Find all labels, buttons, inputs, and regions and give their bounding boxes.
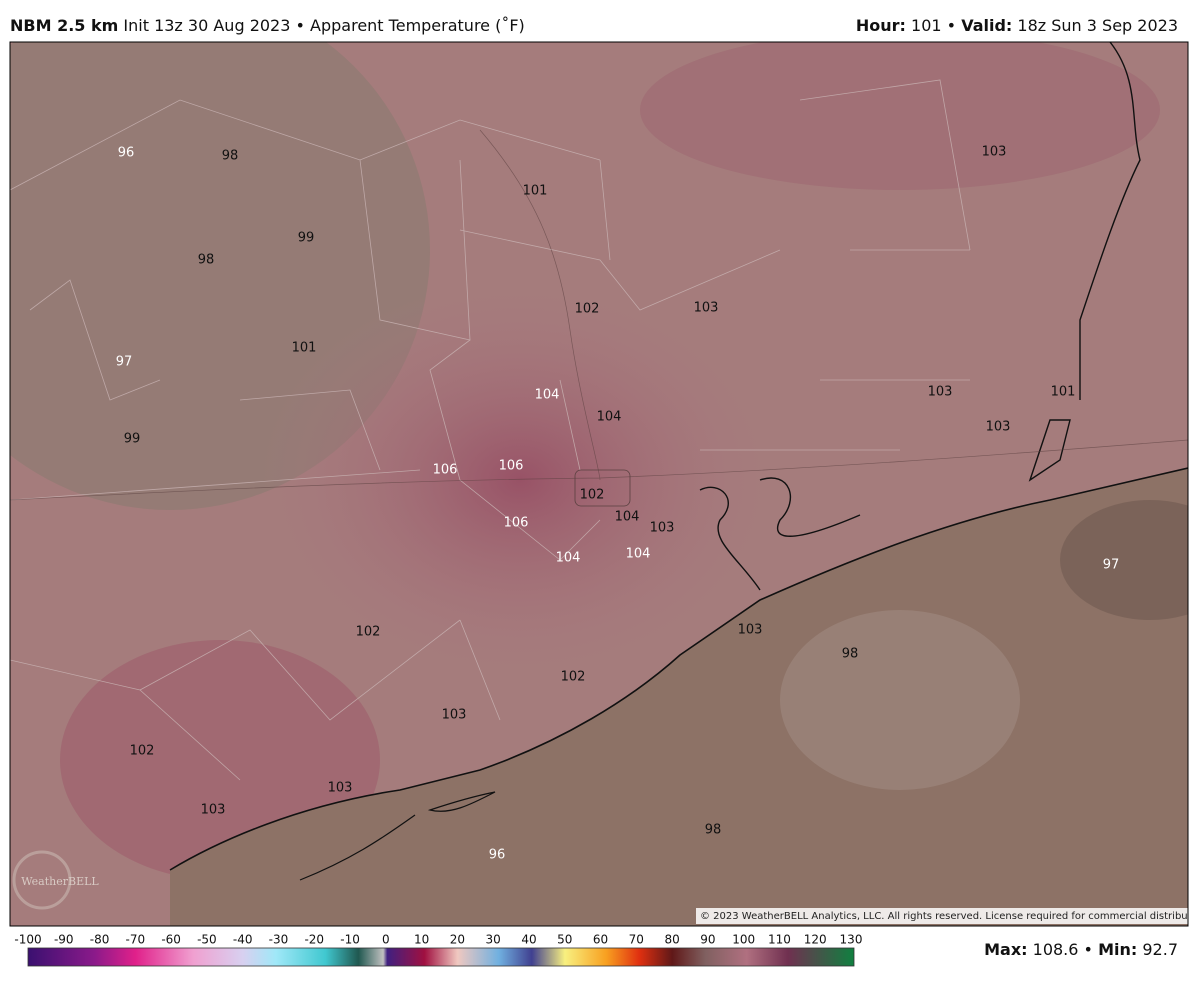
temperature-label: 102 [130,744,155,759]
temperature-label: 98 [705,823,722,838]
temperature-label: 106 [433,463,458,478]
temperature-label: 104 [615,510,640,525]
colorbar-tick-label: 120 [804,933,827,947]
temperature-label: 98 [842,647,859,662]
header-left: NBM 2.5 km Init 13z 30 Aug 2023 • Appare… [10,16,525,35]
temperature-label: 103 [982,145,1007,160]
temperature-label: 103 [694,301,719,316]
valid-label: Valid: [961,16,1012,35]
colorbar-tick-label: 110 [768,933,791,947]
colorbar-tick-label: -50 [197,933,217,947]
hour: 101 [911,16,942,35]
separator: • [296,16,305,35]
colorbar-tick-label: 100 [732,933,755,947]
temperature-label: 96 [118,146,135,161]
max-label: Max: [984,940,1027,959]
colorbar-tick-label: 0 [382,933,390,947]
min-label: Min: [1098,940,1137,959]
temperature-label: 97 [1103,558,1120,573]
colorbar-tick-label: -80 [90,933,110,947]
colorbar-tick-label: -30 [269,933,289,947]
temperature-label: 102 [580,488,605,503]
temperature-label: 104 [535,388,560,403]
colorbar-tick-label: 30 [486,933,501,947]
colorbar-tick-label: 50 [557,933,572,947]
temperature-label: 106 [499,459,524,474]
hour-label: Hour: [856,16,906,35]
separator: • [1084,940,1093,959]
max: 108.6 [1033,940,1079,959]
temperature-label: 99 [124,432,141,447]
map: 96 98 99 98 97 101 99 101 102 103 103 104 104 106 106 1… [10,42,1200,926]
temperature-label: 98 [222,149,239,164]
temperature-label: 103 [986,420,1011,435]
colorbar-tick-label: 20 [450,933,465,947]
temperature-label: 104 [556,551,581,566]
colorbar-tick-label: -20 [304,933,324,947]
colorbar-tick-label: -90 [54,933,74,947]
temperature-label: 104 [626,547,651,562]
temperature-label: 103 [328,781,353,796]
colorbar-tick-label: -60 [161,933,181,947]
temperature-label: 103 [738,623,763,638]
field: Apparent Temperature (˚F) [310,16,525,35]
model: NBM 2.5 km [10,16,118,35]
temperature-label: 106 [504,516,529,531]
temperature-label: 102 [575,302,600,317]
separator: • [947,16,956,35]
map-labels: 96 98 99 98 97 101 99 101 102 103 103 104 104 106 106 1… [116,145,1120,863]
temperature-label: 102 [356,625,381,640]
temperature-label: 101 [292,341,317,356]
colorbar-tick-label: -70 [126,933,146,947]
colorbar-tick-label: -40 [233,933,253,947]
copyright: © 2023 WeatherBELL Analytics, LLC. All r… [700,911,1200,922]
temperature-label: 101 [1051,385,1076,400]
colorbar-tick-label: -10 [340,933,360,947]
temperature-label: 97 [116,355,133,370]
temperature-label: 103 [201,803,226,818]
temperature-label: 103 [442,708,467,723]
temperature-label: 102 [561,670,586,685]
temperature-label: 99 [298,231,315,246]
temperature-label: 103 [650,521,675,536]
valid: 18z Sun 3 Sep 2023 [1017,16,1178,35]
colorbar-tick-label: -100 [14,933,41,947]
logo: WeatherBELL [21,875,99,888]
temperature-label: 98 [198,253,215,268]
colorbar-tick-label: 10 [414,933,429,947]
colorbar-tick-label: 40 [521,933,536,947]
min: 92.7 [1142,940,1178,959]
header-right: Hour: 101 • Valid: 18z Sun 3 Sep 2023 [856,16,1178,35]
temperature-label: 103 [928,385,953,400]
temperature-label: 96 [489,848,506,863]
colorbar-tick-label: 130 [840,933,863,947]
colorbar-tick-label: 80 [664,933,679,947]
colorbar-tick-label: 60 [593,933,608,947]
temperature-label: 104 [597,410,622,425]
colorbar: -100 -90 -80 -70 -60 -50 -40 -30 -20 -10 0 10 20 30 40… [14,933,862,967]
colorbar-tick-label: 70 [629,933,644,947]
init: Init 13z 30 Aug 2023 [123,16,290,35]
stats: Max: 108.6 • Min: 92.7 [984,940,1178,959]
temperature-label: 101 [523,184,548,199]
colorbar-tick-label: 90 [700,933,715,947]
